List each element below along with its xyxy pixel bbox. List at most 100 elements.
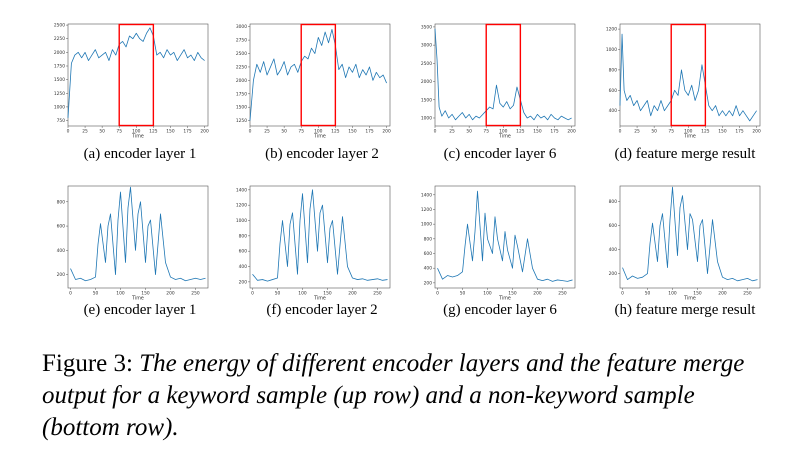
x-tick-label: 25 [264,129,270,135]
chart-svg: 0 25 50 75 100 125 150 175 200 1000 1500 2000 2500 30… [421,23,576,140]
x-tick-label: 125 [701,129,710,135]
x-tick-label: 250 [191,291,200,297]
subfigure-caption: (h) feature merge result [614,302,756,318]
y-tick-label: 200 [239,279,248,285]
y-tick-label: 1400 [236,187,247,193]
x-axis-label: Time [498,134,511,140]
x-tick-label: 100 [314,129,323,135]
y-tick-label: 1000 [421,115,432,121]
y-tick-label: 2500 [421,61,432,67]
x-tick-label: 0 [436,291,439,297]
chart-panel-8: 0 50 100 150 200 250 200 400 600 800 Time [609,185,761,304]
x-tick-label: 0 [249,129,252,135]
x-tick-label: 175 [183,129,192,135]
y-tick-label: 2250 [54,36,65,42]
x-tick-label: 150 [323,291,332,297]
highlight-region [670,23,707,127]
highlight-region [118,23,155,127]
chart-svg: 0 25 50 75 100 125 150 175 200 1250 1500 1750 2000 22… [236,23,391,140]
x-tick-label: 250 [743,291,752,297]
y-tick-label: 1000 [606,47,617,53]
y-tick-label: 2000 [54,50,65,56]
chart-svg: 0 25 50 75 100 125 150 175 200 750 1000 1250 1500 175… [54,23,209,140]
x-axis-label: Time [131,296,144,302]
y-tick-label: 600 [424,251,433,257]
y-tick-label: 3500 [421,24,432,30]
x-tick-label: 125 [331,129,340,135]
x-tick-label: 0 [251,291,254,297]
x-tick-label: 200 [382,129,391,135]
y-tick-label: 800 [609,67,618,73]
x-axis-label: Time [683,134,696,140]
subfigure-caption: (d) feature merge result [614,146,756,162]
y-tick-label: 1500 [421,97,432,103]
chart-svg: 0 25 50 75 100 125 150 175 200 400 600 800 1000 1200 T… [606,23,761,140]
x-tick-label: 200 [752,129,761,135]
y-tick-label: 200 [609,271,618,277]
chart-svg: 0 50 100 150 200 250 200 400 600 800 1000 1200 1400 T… [421,185,576,302]
x-tick-label: 100 [132,129,141,135]
x-tick-label: 0 [69,291,72,297]
figure-label: Figure 3: [42,350,133,377]
x-tick-label: 50 [651,129,657,135]
axes-frame [249,185,391,289]
x-tick-label: 50 [281,129,287,135]
x-axis-label: Time [313,134,326,140]
x-axis-label: Time [131,134,144,140]
energy-series-line [67,27,205,118]
y-tick-label: 800 [239,233,248,239]
subfigure-caption: (g) encoder layer 6 [443,302,557,318]
y-tick-label: 400 [57,248,66,254]
y-tick-label: 600 [609,223,618,229]
figure-caption: Figure 3: The energy of different encode… [42,348,772,444]
y-tick-label: 1400 [421,192,432,198]
x-tick-label: 50 [645,291,651,297]
y-tick-label: 1000 [54,104,65,110]
x-tick-label: 75 [298,129,304,135]
energy-series-line [434,28,572,121]
x-tick-label: 100 [483,291,492,297]
y-tick-label: 800 [424,236,433,242]
figure-caption-text: The energy of different encoder layers a… [42,350,745,441]
y-tick-label: 3000 [421,43,432,49]
y-tick-label: 200 [57,272,66,278]
subfigure-caption: (f) encoder layer 2 [266,302,378,318]
y-tick-label: 2500 [236,51,247,57]
y-tick-label: 1750 [54,64,65,70]
x-tick-label: 150 [348,129,357,135]
axes-frame [619,185,761,289]
x-tick-label: 25 [449,129,455,135]
y-tick-label: 1250 [236,118,247,124]
x-tick-label: 75 [116,129,122,135]
x-tick-label: 50 [275,291,281,297]
chart-panel-6: 0 50 100 150 200 250 200 400 600 800 1000 1200 1400 T… [236,185,391,304]
y-tick-label: 1000 [421,222,432,228]
subfigure-caption: (e) encoder layer 1 [83,302,197,318]
chart-panel-2: 0 25 50 75 100 125 150 175 200 1250 1500 1750 2000 22… [236,23,391,142]
x-tick-label: 250 [558,291,567,297]
x-tick-label: 250 [373,291,382,297]
x-tick-label: 200 [200,129,209,135]
axes-frame [249,23,391,127]
x-tick-label: 200 [567,129,576,135]
subfigure-caption: (c) encoder layer 6 [443,146,557,162]
y-tick-label: 2000 [421,79,432,85]
subfigure-caption: (b) encoder layer 2 [265,146,379,162]
chart-svg: 0 50 100 150 200 250 200 400 600 800 Time [57,185,209,302]
x-axis-label: Time [683,296,696,302]
y-tick-label: 3000 [236,24,247,30]
subfigure-caption: (a) encoder layer 1 [83,146,197,162]
y-tick-label: 2500 [54,23,65,29]
chart-svg: 0 50 100 150 200 250 200 400 600 800 Time [609,185,761,302]
x-tick-label: 175 [735,129,744,135]
energy-series-line [622,186,758,282]
chart-panel-3: 0 25 50 75 100 125 150 175 200 1000 1500 2000 2500 30… [421,23,576,142]
chart-panel-4: 0 25 50 75 100 125 150 175 200 400 600 800 1000 1200 T… [606,23,761,142]
x-axis-label: Time [498,296,511,302]
x-tick-label: 150 [141,291,150,297]
x-tick-label: 200 [166,291,175,297]
x-tick-label: 100 [668,291,677,297]
y-tick-label: 400 [609,247,618,253]
x-tick-label: 100 [116,291,125,297]
x-tick-label: 125 [149,129,158,135]
